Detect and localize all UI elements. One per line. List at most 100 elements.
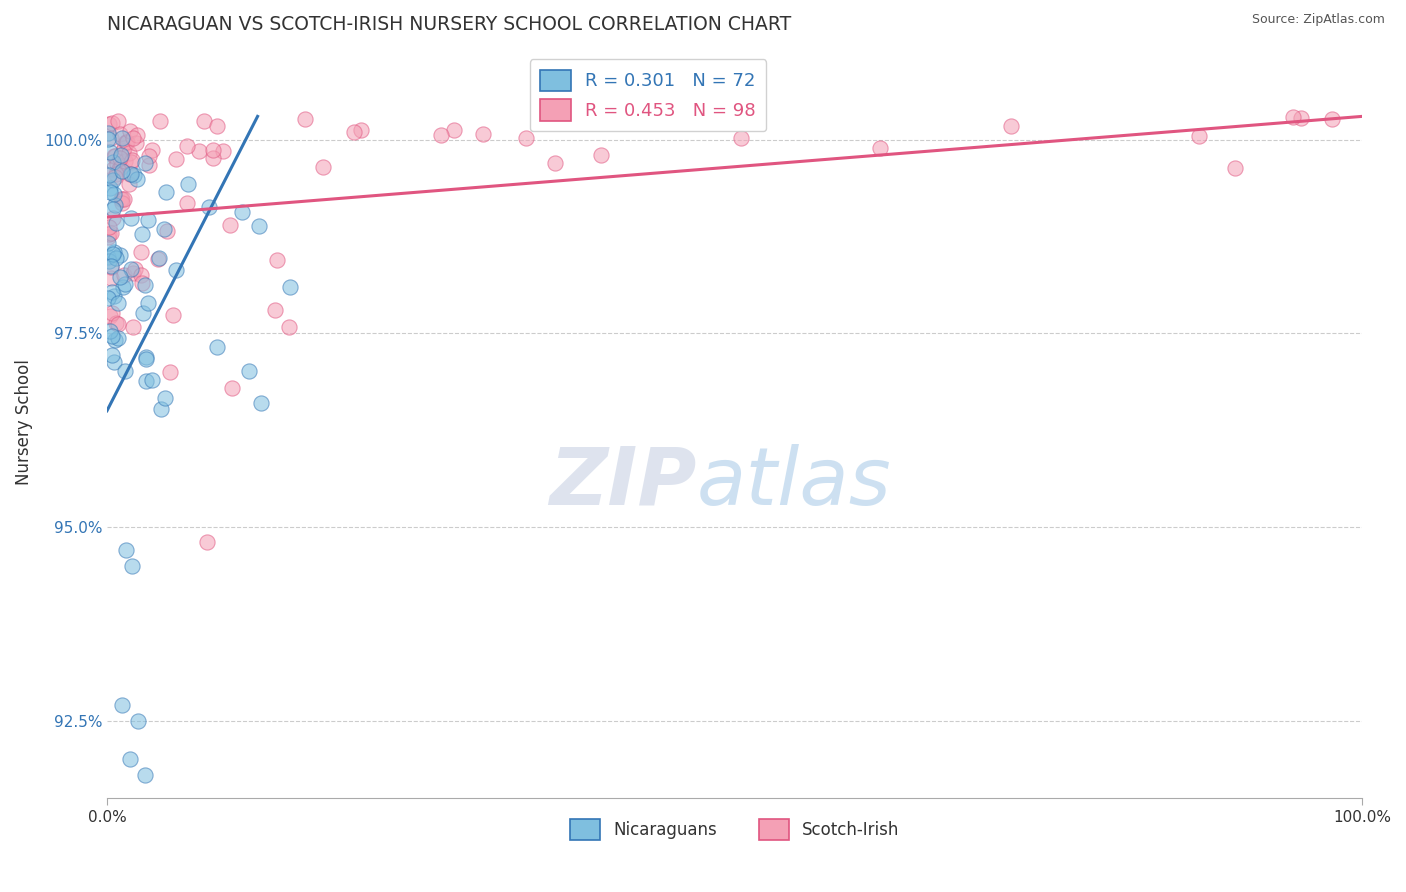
Point: [124, 261, 146, 276]
Point: [249, 219, 271, 233]
Point: [112, 268, 135, 282]
Point: [108, 248, 131, 262]
Point: [100, 226, 122, 240]
Point: [1188, 129, 1211, 144]
Point: [111, 195, 134, 210]
Point: [138, 148, 160, 162]
Point: [149, 402, 172, 417]
Point: [120, 262, 142, 277]
Point: [101, 162, 124, 177]
Point: [176, 139, 198, 153]
Point: [195, 535, 218, 549]
Point: [97, 291, 120, 305]
Point: [107, 114, 129, 128]
Point: [110, 192, 132, 206]
Point: [429, 128, 451, 142]
Point: [107, 331, 129, 345]
Point: [149, 113, 172, 128]
Point: [97, 235, 120, 250]
Point: [221, 380, 243, 394]
Text: ZIP: ZIP: [550, 443, 697, 522]
Point: [202, 143, 225, 157]
Point: [250, 396, 273, 410]
Point: [141, 143, 163, 157]
Point: [101, 211, 124, 226]
Point: [136, 213, 159, 227]
Point: [121, 320, 143, 334]
Point: [155, 185, 177, 199]
Point: [105, 251, 128, 265]
Point: [97, 126, 120, 140]
Point: [177, 177, 200, 191]
Point: [117, 135, 139, 149]
Point: [312, 161, 335, 175]
Point: [114, 364, 136, 378]
Point: [264, 303, 287, 318]
Point: [103, 355, 125, 369]
Point: [118, 123, 141, 137]
Point: [278, 320, 301, 334]
Point: [591, 148, 613, 162]
Point: [97, 227, 120, 241]
Point: [111, 192, 134, 206]
Point: [103, 247, 125, 261]
Point: [205, 119, 228, 133]
Point: [103, 202, 125, 216]
Point: [105, 157, 128, 171]
Point: [98, 185, 121, 199]
Point: [112, 192, 135, 206]
Text: NICARAGUAN VS SCOTCH-IRISH NURSERY SCHOOL CORRELATION CHART: NICARAGUAN VS SCOTCH-IRISH NURSERY SCHOO…: [107, 15, 792, 34]
Point: [108, 270, 131, 285]
Point: [100, 324, 122, 338]
Point: [98, 219, 121, 234]
Point: [205, 340, 228, 354]
Point: [146, 252, 169, 267]
Point: [153, 222, 176, 236]
Point: [869, 140, 891, 154]
Point: [104, 170, 127, 185]
Point: [101, 306, 124, 320]
Point: [294, 112, 316, 127]
Point: [100, 130, 122, 145]
Point: [107, 317, 129, 331]
Point: [103, 244, 125, 259]
Point: [162, 308, 184, 322]
Point: [131, 277, 153, 291]
Point: [134, 277, 156, 292]
Point: [129, 244, 152, 259]
Point: [111, 130, 134, 145]
Point: [111, 163, 134, 178]
Point: [148, 251, 170, 265]
Point: [471, 127, 494, 141]
Point: [543, 155, 565, 169]
Point: [121, 558, 143, 573]
Point: [108, 161, 131, 176]
Point: [134, 768, 156, 782]
Point: [98, 145, 121, 159]
Point: [112, 141, 135, 155]
Point: [103, 187, 125, 202]
Point: [100, 260, 122, 275]
Point: [111, 698, 134, 713]
Point: [135, 350, 157, 364]
Point: [134, 156, 156, 170]
Point: [120, 167, 142, 181]
Legend: Nicaraguans, Scotch-Irish: Nicaraguans, Scotch-Irish: [562, 813, 905, 847]
Point: [343, 125, 366, 139]
Point: [112, 280, 135, 294]
Point: [135, 351, 157, 366]
Point: [1223, 161, 1246, 176]
Point: [101, 154, 124, 169]
Point: [138, 158, 160, 172]
Point: [104, 316, 127, 330]
Point: [104, 148, 127, 162]
Text: atlas: atlas: [697, 443, 891, 522]
Point: [98, 168, 121, 182]
Point: [1281, 110, 1303, 124]
Point: [124, 136, 146, 151]
Point: [176, 196, 198, 211]
Point: [114, 277, 136, 291]
Point: [231, 204, 253, 219]
Point: [212, 145, 235, 159]
Point: [110, 148, 132, 162]
